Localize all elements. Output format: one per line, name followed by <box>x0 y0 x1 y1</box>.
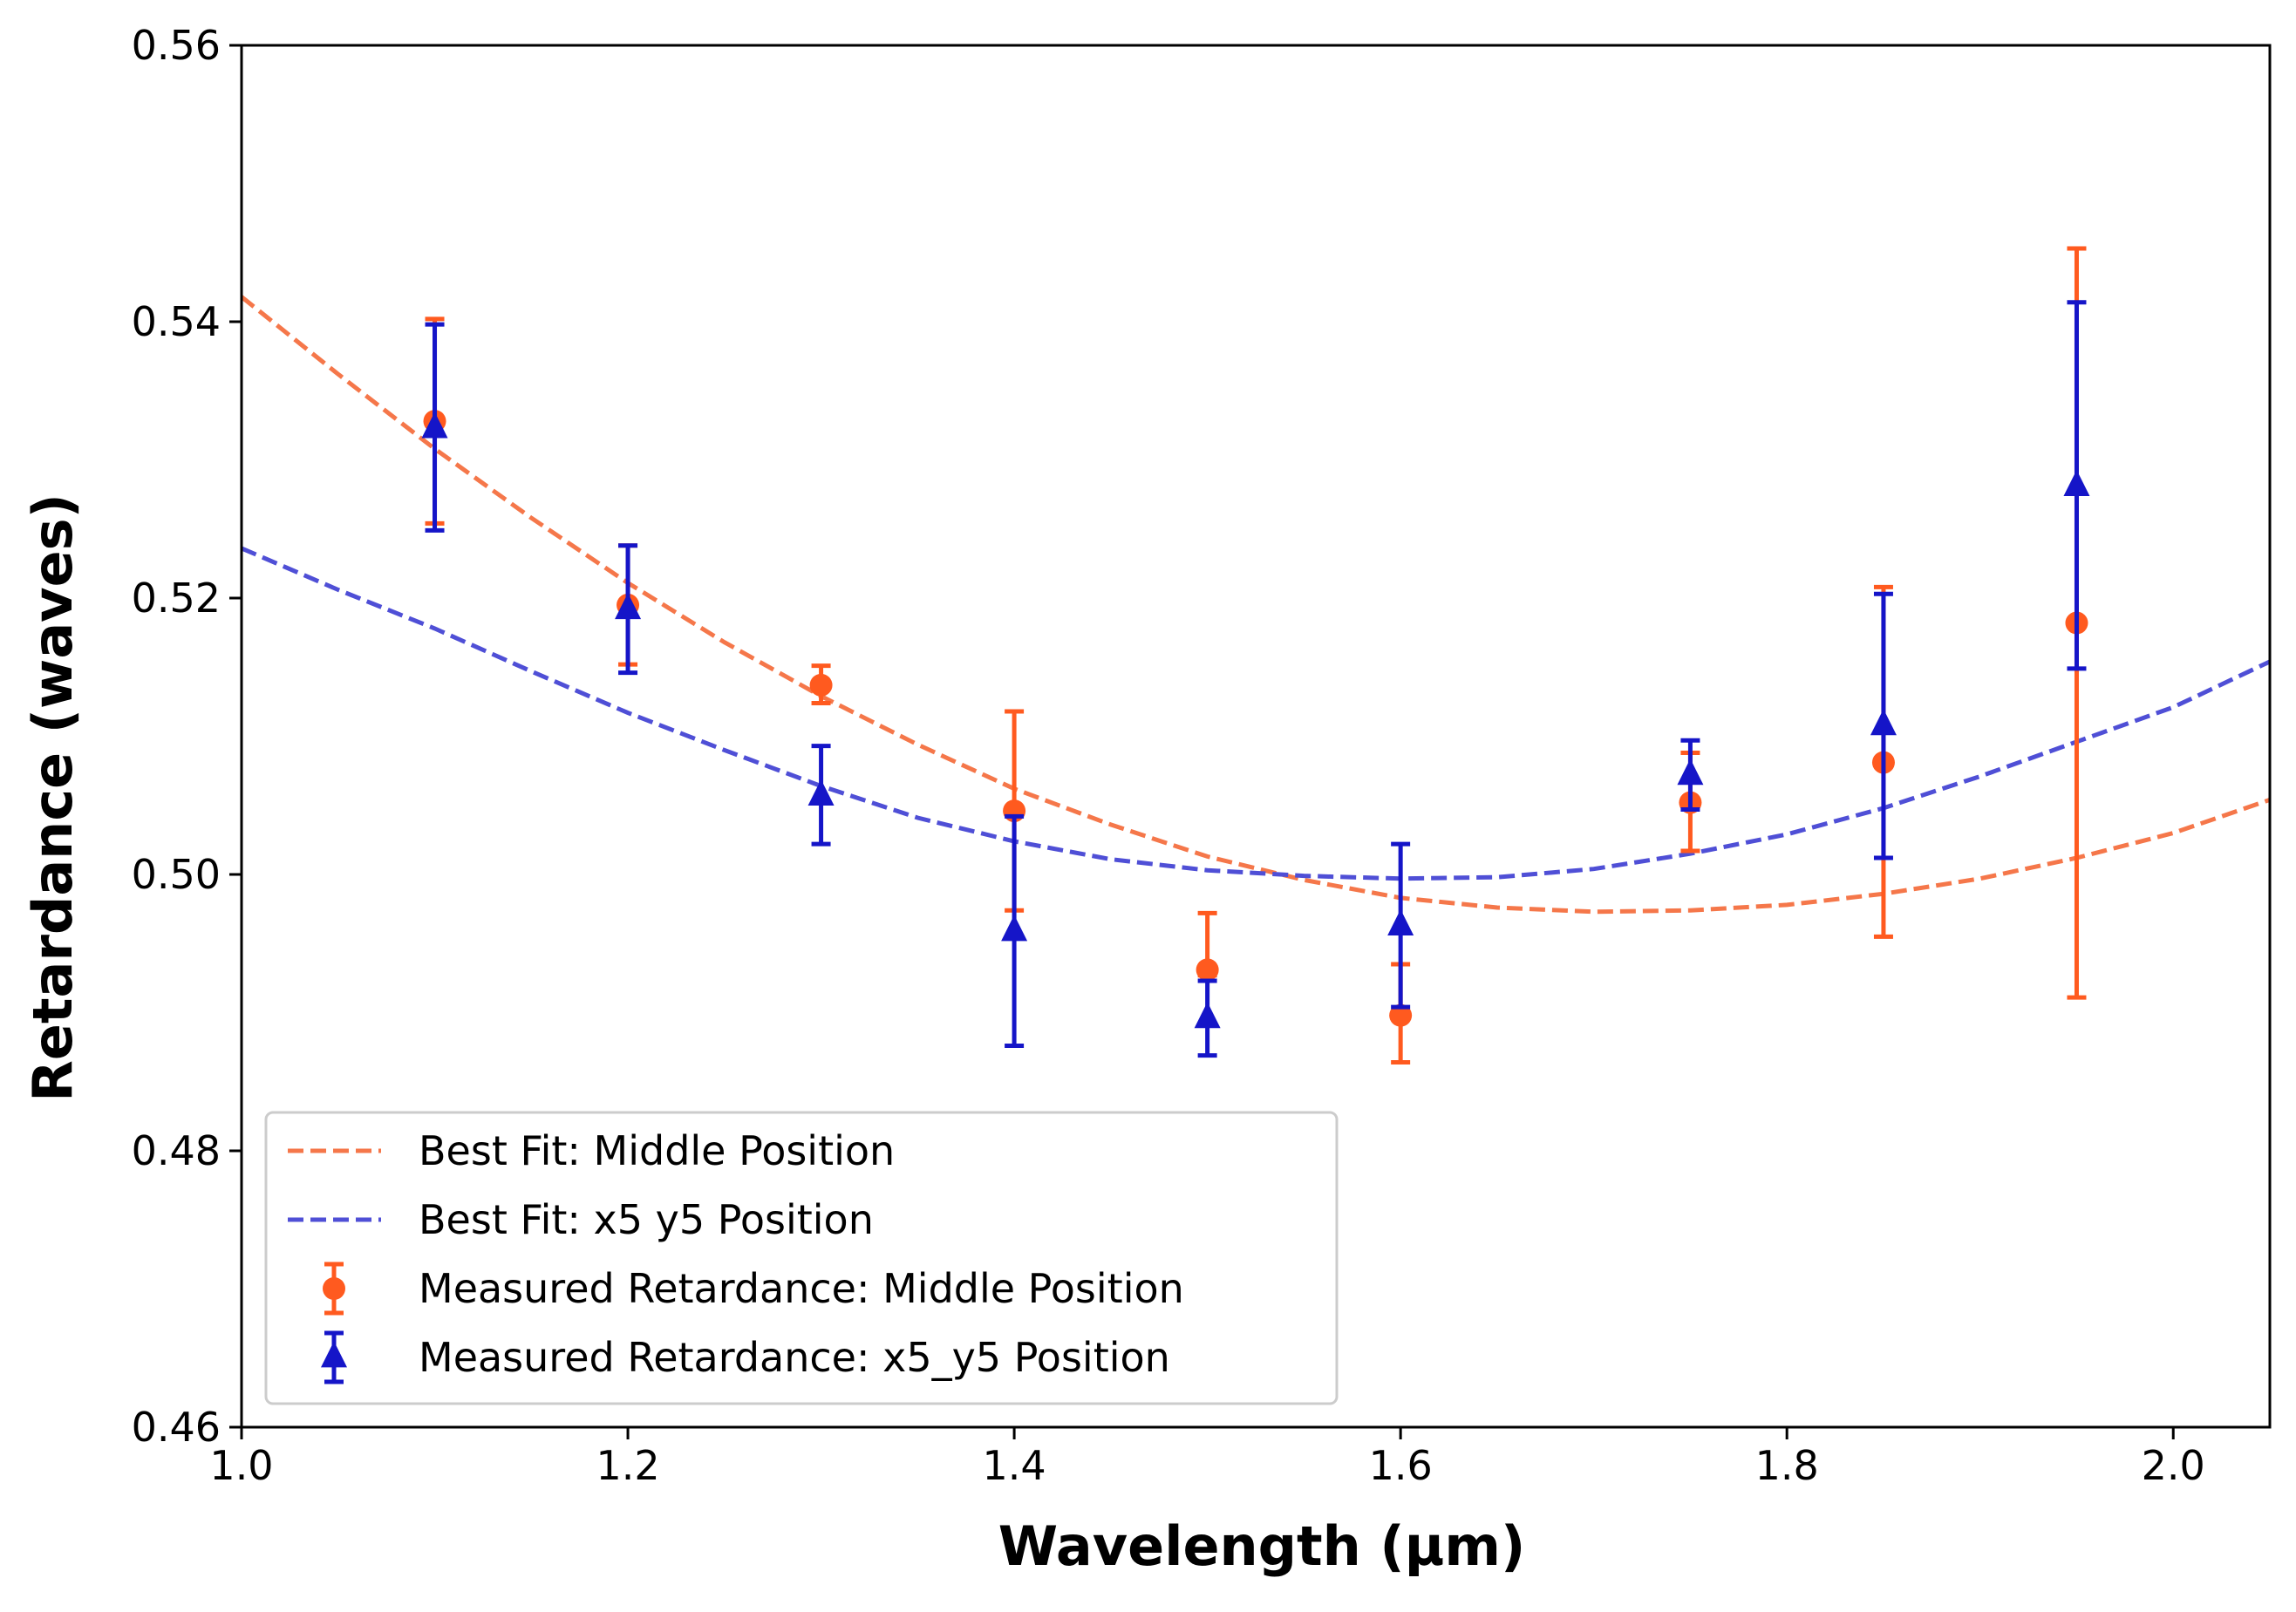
circle-marker <box>1389 1003 1413 1027</box>
data-point <box>1194 978 1221 1058</box>
triangle-marker <box>421 412 448 439</box>
y-tick-label: 0.50 <box>132 851 221 898</box>
legend-triangle-marker <box>321 1341 347 1368</box>
fit-lines-layer <box>240 295 2272 915</box>
triangle-marker <box>2063 470 2090 497</box>
legend-box <box>264 1111 1339 1405</box>
triangle-marker <box>1677 758 1704 786</box>
x-tick-label: 2.0 <box>2142 1442 2205 1489</box>
y-tick-label: 0.54 <box>132 298 221 345</box>
y-tick-label: 0.56 <box>132 22 221 69</box>
data-point <box>2063 300 2090 671</box>
triangle-marker <box>1870 709 1897 736</box>
circle-marker <box>1196 958 1219 982</box>
circle-marker <box>809 673 833 697</box>
triangle-marker <box>1194 1002 1221 1029</box>
legend-label: Best Fit: x5 y5 Position <box>419 1196 874 1243</box>
axes-layer: 1.0 1.2 1.4 1.6 1.8 2.0 0.46 0.48 0.50 0.52 0.54 0.… <box>132 22 2272 1489</box>
data-point <box>807 744 835 847</box>
errorbars-layer <box>421 246 2090 1065</box>
data-point <box>1001 813 1028 1049</box>
fit-line-1 <box>240 295 2271 915</box>
data-point <box>809 663 833 705</box>
x-tick-label: 1.6 <box>1369 1442 1433 1489</box>
fit-line-2 <box>241 546 2272 881</box>
y-tick-label: 0.52 <box>132 575 221 622</box>
legend-entry: Best Fit: Middle Position <box>288 1127 895 1174</box>
legend-entry: Best Fit: x5 y5 Position <box>288 1196 874 1243</box>
x-tick-label: 1.8 <box>1755 1442 1819 1489</box>
legend-label: Measured Retardance: Middle Position <box>419 1265 1184 1312</box>
legend-entry: Measured Retardance: Middle Position <box>323 1262 1184 1316</box>
legend-circle-marker <box>323 1277 345 1300</box>
data-point <box>421 322 448 533</box>
legend-label: Measured Retardance: x5_y5 Position <box>419 1334 1170 1381</box>
legend: Best Fit: Middle Position Best Fit: x5 y5… <box>264 1111 1339 1405</box>
triangle-marker <box>1001 915 1028 942</box>
data-point <box>1389 962 1413 1065</box>
data-point <box>1387 841 1414 1010</box>
x-tick-label: 1.0 <box>209 1442 273 1489</box>
y-axis-title: Retardance (waves) <box>21 493 85 1102</box>
data-point <box>615 543 642 676</box>
data-point <box>1196 910 1219 982</box>
triangle-marker <box>1387 909 1414 936</box>
legend-label: Best Fit: Middle Position <box>419 1127 895 1174</box>
x-tick-label: 1.4 <box>983 1442 1046 1489</box>
triangle-marker <box>615 593 642 620</box>
y-tick-label: 0.48 <box>132 1127 221 1174</box>
x-tick-label: 1.2 <box>596 1442 659 1489</box>
x-axis-title: Wavelength (µm) <box>998 1514 1526 1578</box>
data-point <box>1870 591 1897 860</box>
legend-entry: Measured Retardance: x5_y5 Position <box>321 1330 1170 1384</box>
data-point <box>1677 738 1704 813</box>
triangle-marker <box>807 779 835 806</box>
y-tick-label: 0.46 <box>132 1404 221 1451</box>
plot-frame <box>240 44 2272 1429</box>
